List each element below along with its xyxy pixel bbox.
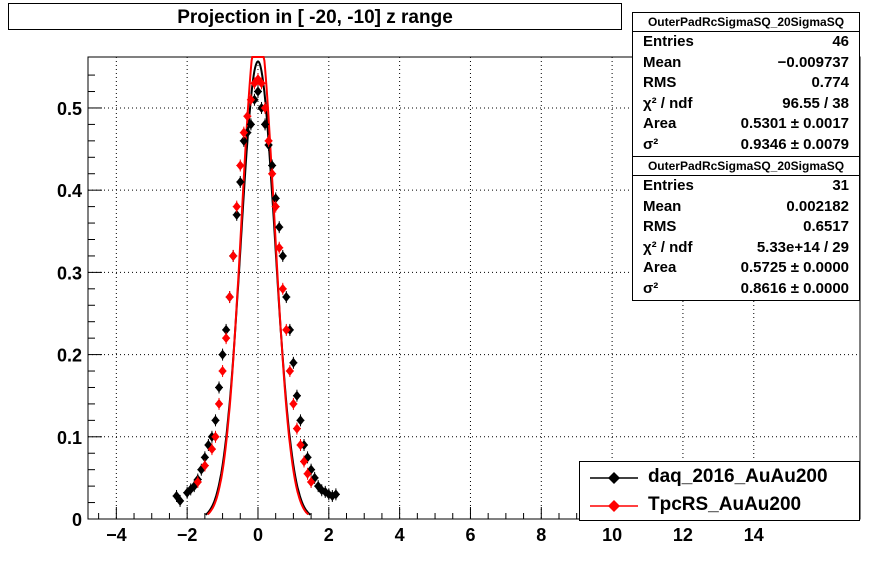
point-tpcrs bbox=[218, 366, 227, 377]
point-daq bbox=[232, 209, 241, 220]
stats-row-mean: Mean −0.009737 bbox=[643, 53, 849, 71]
point-daq bbox=[218, 349, 227, 360]
point-daq bbox=[253, 86, 262, 97]
legend-label-daq: daq_2016_AuAu200 bbox=[648, 466, 828, 487]
point-tpcrs bbox=[243, 111, 252, 122]
point-tpcrs bbox=[229, 250, 238, 261]
point-daq bbox=[289, 357, 298, 368]
x-tick-label: −4 bbox=[106, 525, 127, 545]
point-daq bbox=[261, 119, 270, 130]
point-daq bbox=[176, 495, 185, 506]
stats-box-tpcrs: OuterPadRcSigmaSQ_20SigmaSQ Entries 31 Me… bbox=[632, 156, 860, 301]
stats-row-sigma2: σ² 0.8616 ± 0.0000 bbox=[643, 279, 849, 297]
x-tick-label: −2 bbox=[177, 525, 198, 545]
legend-label-tpcrs: TpcRS_AuAu200 bbox=[648, 494, 802, 515]
stats-row-chi2: χ² / ndf 96.55 / 38 bbox=[643, 94, 849, 112]
point-daq bbox=[211, 415, 220, 426]
y-tick-label: 0.4 bbox=[57, 181, 82, 201]
stats-row-chi2: χ² / ndf 5.33e+14 / 29 bbox=[643, 238, 849, 256]
point-daq bbox=[292, 390, 301, 401]
plot-frame bbox=[87, 56, 861, 520]
point-tpcrs bbox=[285, 366, 294, 377]
point-tpcrs bbox=[268, 168, 277, 179]
point-daq bbox=[268, 160, 277, 171]
point-tpcrs bbox=[303, 468, 312, 479]
x-tick-label: 2 bbox=[324, 525, 334, 545]
point-daq bbox=[222, 324, 231, 335]
stats-row-rms: RMS 0.6517 bbox=[643, 218, 849, 236]
stats-box-daq: OuterPadRcSigmaSQ_20SigmaSQ Entries 46 Me… bbox=[632, 12, 860, 157]
x-tick-label: 10 bbox=[602, 525, 622, 545]
stats-header: OuterPadRcSigmaSQ_20SigmaSQ bbox=[633, 157, 859, 176]
stats-header: OuterPadRcSigmaSQ_20SigmaSQ bbox=[633, 13, 859, 32]
stats-row-entries: Entries 46 bbox=[643, 33, 849, 50]
point-daq bbox=[296, 415, 305, 426]
stats-row-mean: Mean 0.002182 bbox=[643, 197, 849, 215]
point-tpcrs bbox=[225, 292, 234, 303]
point-tpcrs bbox=[200, 460, 209, 471]
stats-row-sigma2: σ² 0.9346 ± 0.0079 bbox=[643, 135, 849, 153]
x-tick-label: 0 bbox=[253, 525, 263, 545]
point-tpcrs bbox=[207, 444, 216, 455]
point-tpcrs bbox=[278, 283, 287, 294]
x-tick-label: 6 bbox=[465, 525, 475, 545]
y-tick-label: 0 bbox=[72, 510, 82, 530]
x-tick-label: 4 bbox=[395, 525, 405, 545]
point-daq bbox=[246, 119, 255, 130]
point-tpcrs bbox=[211, 431, 220, 442]
legend-entry-daq: daq_2016_AuAu200 bbox=[580, 464, 859, 492]
point-daq bbox=[239, 135, 248, 146]
point-tpcrs bbox=[275, 242, 284, 253]
point-tpcrs bbox=[292, 423, 301, 434]
point-tpcrs bbox=[289, 398, 298, 409]
point-daq bbox=[275, 222, 284, 233]
point-tpcrs bbox=[264, 135, 273, 146]
point-tpcrs bbox=[246, 94, 255, 105]
y-tick-label: 0.5 bbox=[57, 99, 82, 119]
point-tpcrs bbox=[282, 324, 291, 335]
axes: −4 −2 0 2 4 6 8 10 12 14 0 0.1 0.2 0.3 0.4 0.5 bbox=[57, 74, 843, 545]
point-tpcrs bbox=[232, 201, 241, 212]
legend: daq_2016_AuAu200 TpcRS_AuAu200 bbox=[579, 461, 860, 521]
point-tpcrs bbox=[257, 78, 266, 89]
point-tpcrs bbox=[236, 160, 245, 171]
stats-row-entries: Entries 31 bbox=[643, 177, 849, 194]
x-tick-label: 12 bbox=[673, 525, 693, 545]
point-daq bbox=[215, 382, 224, 393]
chart-title: Projection in [ -20, -10] z range bbox=[8, 3, 622, 30]
x-tick-label: 8 bbox=[536, 525, 546, 545]
point-daq bbox=[331, 489, 340, 500]
y-tick-label: 0.3 bbox=[57, 263, 82, 283]
stats-row-area: Area 0.5725 ± 0.0000 bbox=[643, 259, 849, 277]
fit-curve-tpcrs bbox=[207, 56, 309, 516]
legend-entry-tpcrs: TpcRS_AuAu200 bbox=[580, 492, 859, 520]
legend-marker-tpcrs bbox=[590, 500, 638, 512]
y-tick-label: 0.1 bbox=[57, 428, 82, 448]
point-tpcrs bbox=[222, 333, 231, 344]
stats-row-rms: RMS 0.774 bbox=[643, 74, 849, 92]
data-series bbox=[172, 56, 340, 516]
point-tpcrs bbox=[239, 127, 248, 138]
point-tpcrs bbox=[307, 477, 316, 488]
point-tpcrs bbox=[296, 440, 305, 451]
point-tpcrs bbox=[271, 201, 280, 212]
point-daq bbox=[282, 292, 291, 303]
y-tick-label: 0.2 bbox=[57, 346, 82, 366]
point-daq bbox=[271, 193, 280, 204]
point-daq bbox=[236, 176, 245, 187]
stats-row-area: Area 0.5301 ± 0.0017 bbox=[643, 115, 849, 133]
x-tick-label: 14 bbox=[744, 525, 764, 545]
point-tpcrs bbox=[300, 456, 309, 467]
legend-marker-daq bbox=[590, 472, 638, 484]
point-tpcrs bbox=[261, 102, 270, 113]
point-tpcrs bbox=[215, 398, 224, 409]
point-daq bbox=[200, 452, 209, 463]
point-daq bbox=[278, 250, 287, 261]
point-tpcrs bbox=[193, 477, 202, 488]
